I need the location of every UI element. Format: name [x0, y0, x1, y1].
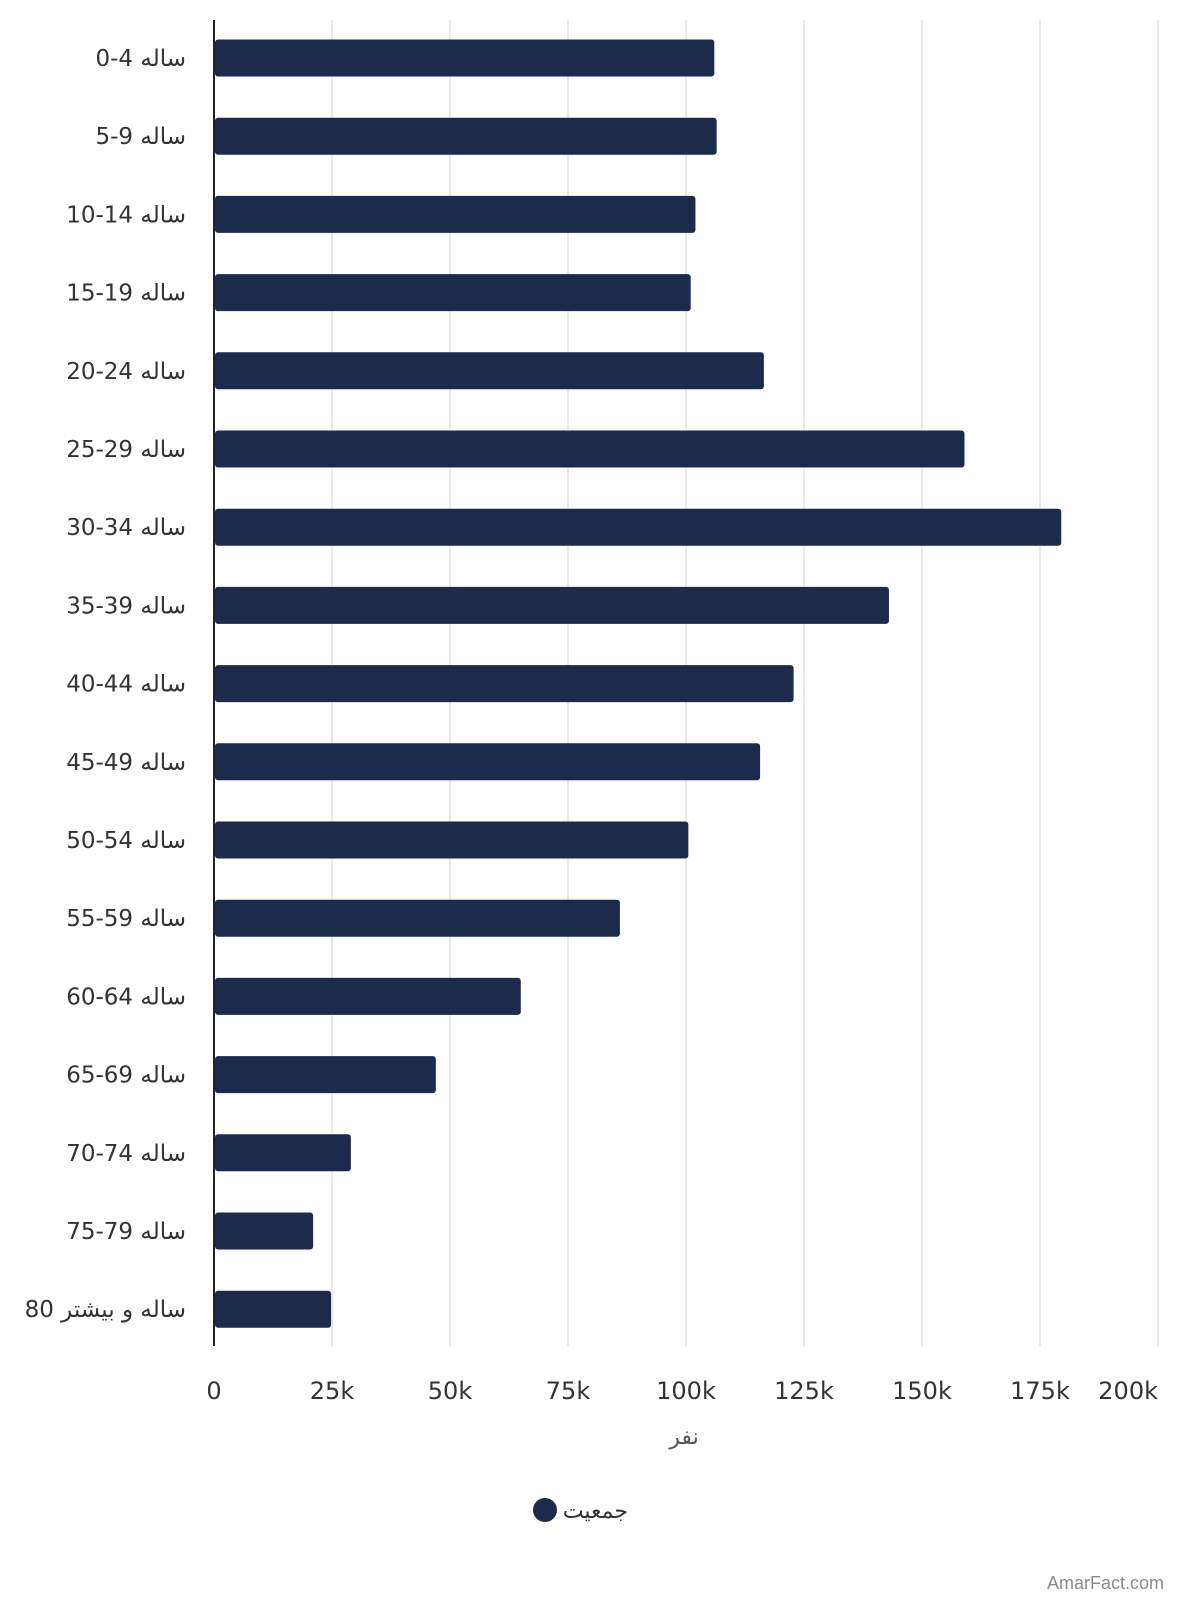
- x-tick-labels: 0 25k 50k 75k 100k 125k 150k 175k 200k: [206, 1377, 1158, 1405]
- category-label: 25-29 ساله: [66, 437, 186, 463]
- bar[interactable]: [215, 586, 889, 624]
- legend[interactable]: جمعیت: [533, 1498, 628, 1524]
- bar[interactable]: [215, 1290, 332, 1328]
- bars: [215, 39, 1062, 1328]
- category-label: 0-4 ساله: [95, 46, 186, 72]
- category-label: 45-49 ساله: [66, 750, 186, 776]
- category-label: 10-14 ساله: [66, 202, 186, 228]
- bar[interactable]: [215, 899, 620, 937]
- category-label: 70-74 ساله: [66, 1141, 186, 1167]
- x-tick-label: 100k: [656, 1377, 716, 1405]
- category-labels: 0-4 ساله 5-9 ساله 10-14 ساله 15-19 ساله 20-2…: [25, 46, 186, 1323]
- bar[interactable]: [215, 743, 761, 781]
- category-label: 5-9 ساله: [95, 124, 186, 150]
- bar[interactable]: [215, 1212, 314, 1250]
- x-axis-label: نفر: [668, 1425, 698, 1450]
- bar[interactable]: [215, 430, 965, 468]
- category-label: 75-79 ساله: [66, 1219, 186, 1245]
- legend-marker[interactable]: [533, 1498, 557, 1522]
- category-label: 15-19 ساله: [66, 281, 186, 307]
- bar[interactable]: [215, 1056, 436, 1094]
- category-label: 80 ساله و بیشتر: [25, 1297, 186, 1323]
- category-label: 50-54 ساله: [66, 828, 186, 854]
- x-tick-label: 175k: [1010, 1377, 1070, 1405]
- category-label: 40-44 ساله: [66, 672, 186, 698]
- category-label: 65-69 ساله: [66, 1063, 186, 1089]
- bar[interactable]: [215, 117, 717, 155]
- bar[interactable]: [215, 274, 691, 312]
- x-tick-label: 0: [206, 1377, 221, 1405]
- category-label: 20-24 ساله: [66, 359, 186, 385]
- x-tick-label: 25k: [310, 1377, 355, 1405]
- category-label: 60-64 ساله: [66, 984, 186, 1010]
- bar[interactable]: [215, 508, 1062, 546]
- category-label: 55-59 ساله: [66, 906, 186, 932]
- bar[interactable]: [215, 195, 696, 233]
- category-label: 35-39 ساله: [66, 593, 186, 619]
- bar[interactable]: [215, 821, 689, 859]
- x-tick-label: 125k: [774, 1377, 834, 1405]
- category-label: 30-34 ساله: [66, 515, 186, 541]
- bar[interactable]: [215, 1134, 351, 1172]
- watermark: AmarFact.com: [1046, 1573, 1164, 1593]
- x-tick-label: 75k: [546, 1377, 591, 1405]
- legend-label[interactable]: جمعیت: [563, 1499, 628, 1524]
- bar[interactable]: [215, 977, 521, 1015]
- x-tick-label: 200k: [1098, 1377, 1158, 1405]
- bar[interactable]: [215, 39, 715, 77]
- x-tick-label: 50k: [428, 1377, 473, 1405]
- bar[interactable]: [215, 352, 764, 390]
- x-tick-label: 150k: [892, 1377, 952, 1405]
- bar[interactable]: [215, 665, 794, 703]
